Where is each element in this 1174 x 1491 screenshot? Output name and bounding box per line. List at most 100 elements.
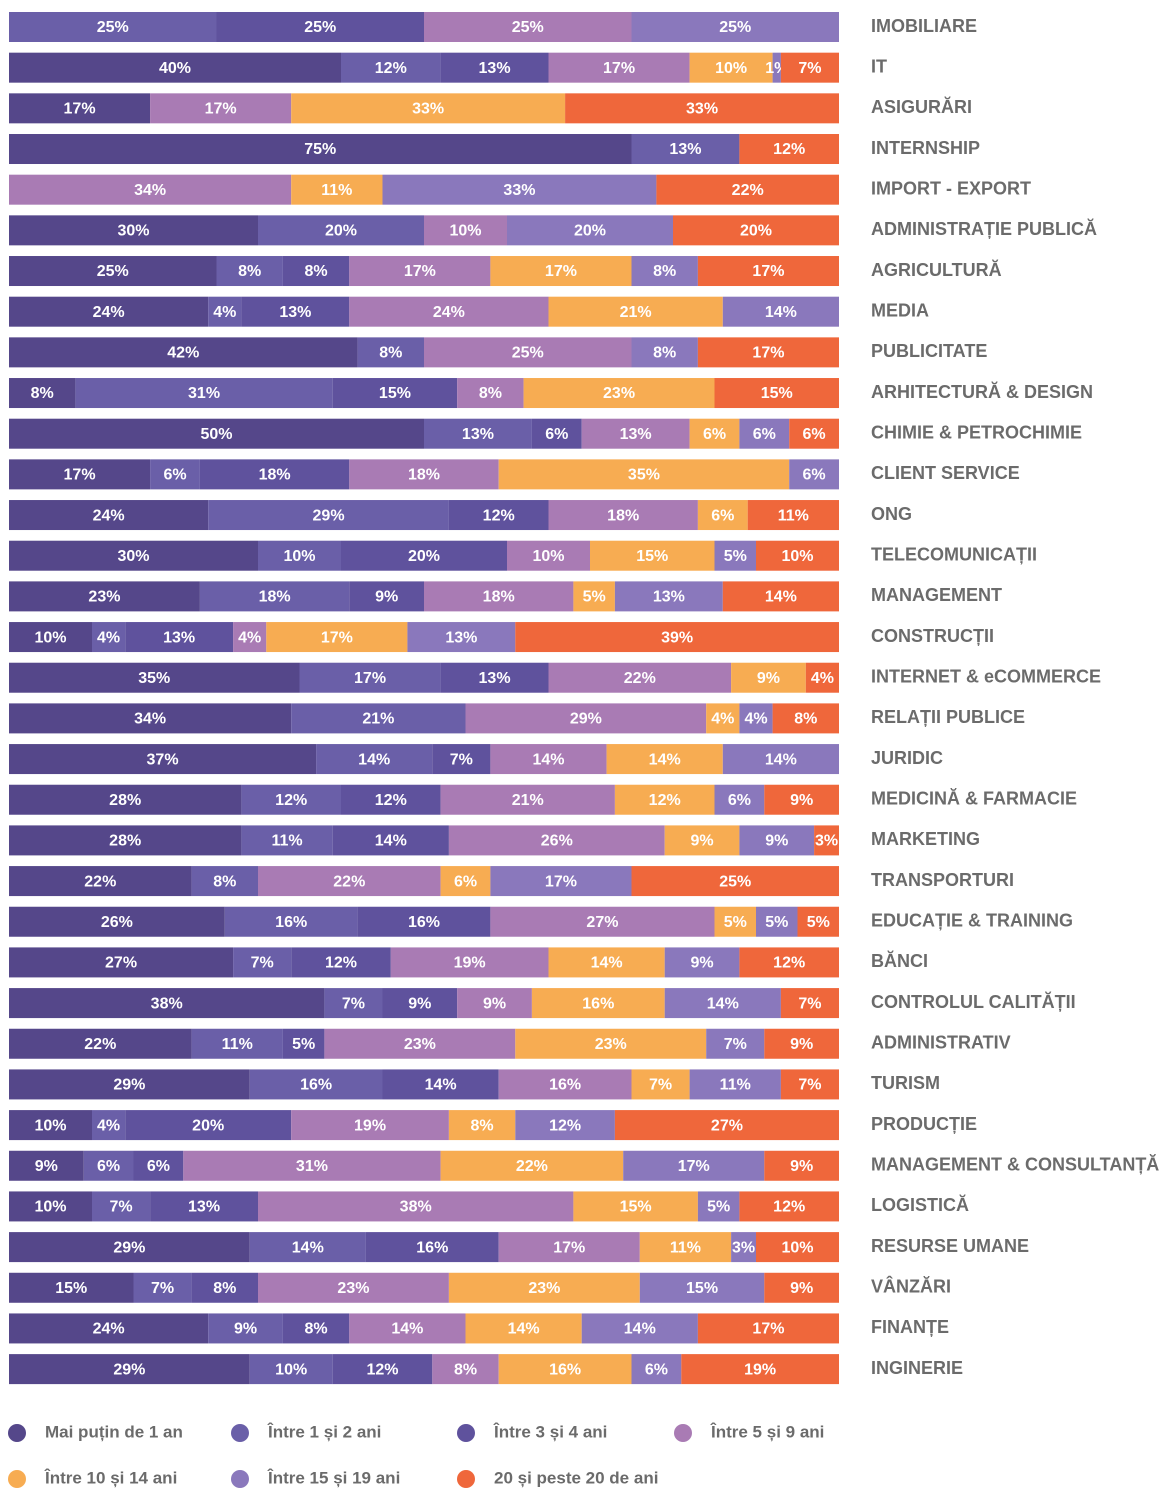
data-label: 12% — [549, 1117, 581, 1134]
data-label: 18% — [408, 467, 440, 484]
bar-segment — [789, 459, 839, 490]
data-label: 4% — [811, 670, 834, 687]
bar-segment — [424, 337, 632, 368]
bar-segment — [507, 540, 590, 571]
bar-segment — [150, 1191, 258, 1222]
data-label: 11% — [222, 1036, 253, 1053]
bar-segment — [614, 784, 715, 815]
legend-swatch — [457, 1424, 475, 1442]
bar-segment — [9, 1232, 250, 1263]
bar-segment — [756, 906, 798, 937]
data-label: 4% — [238, 629, 261, 646]
bar-segment — [424, 418, 532, 449]
legend-label: Între 10 și 14 ani — [44, 1468, 177, 1487]
data-label: 27% — [711, 1117, 743, 1134]
bar-segment — [9, 337, 358, 368]
data-label: 3% — [815, 833, 838, 850]
bar-segment — [731, 1232, 756, 1263]
bar-segment — [9, 378, 76, 409]
data-label: 39% — [661, 629, 693, 646]
bar-segment — [714, 540, 756, 571]
data-label: 22% — [624, 670, 656, 687]
data-label: 25% — [97, 19, 129, 36]
category-label: CLIENT SERVICE — [871, 463, 1020, 483]
bar-segment — [507, 215, 673, 246]
bar-segment — [191, 1272, 258, 1303]
data-label: 6% — [163, 467, 186, 484]
bar-segment — [623, 1150, 765, 1181]
category-label: PUBLICITATE — [871, 341, 987, 361]
bar-segment — [448, 500, 549, 531]
bar-segment — [241, 296, 350, 327]
bar-segment — [498, 1232, 640, 1263]
bar-segment — [9, 52, 341, 83]
data-label: 9% — [375, 589, 398, 606]
data-label: 17% — [752, 345, 784, 362]
data-label: 8% — [379, 345, 402, 362]
bar-segment — [332, 378, 458, 409]
bar-segment — [9, 784, 242, 815]
bar-segment — [191, 866, 258, 897]
bar-segment — [681, 1354, 839, 1385]
data-label: 34% — [134, 711, 166, 728]
category-label: ADMINISTRATIV — [871, 1033, 1011, 1053]
bar-segment — [9, 134, 632, 165]
data-label: 23% — [595, 1036, 627, 1053]
bar-segment — [490, 744, 607, 775]
data-label: 28% — [109, 833, 141, 850]
data-label: 29% — [113, 1239, 145, 1256]
bar-segment — [673, 215, 839, 246]
bar-segment — [722, 581, 839, 612]
data-label: 20% — [740, 223, 772, 240]
data-label: 22% — [84, 1036, 116, 1053]
category-label: TELECOMUNICAȚII — [871, 544, 1037, 564]
data-label: 13% — [163, 629, 195, 646]
data-label: 14% — [292, 1239, 324, 1256]
bar-segment — [448, 825, 665, 856]
bar-segment — [739, 947, 839, 978]
data-label: 33% — [686, 101, 718, 118]
data-label: 12% — [483, 507, 515, 524]
bar-segment — [531, 418, 582, 449]
data-label: 20% — [574, 223, 606, 240]
bar-segment — [465, 703, 707, 734]
data-label: 22% — [84, 873, 116, 890]
bar-segment — [390, 947, 549, 978]
data-label: 34% — [134, 182, 166, 199]
legend-swatch — [231, 1424, 249, 1442]
bar-segment — [199, 459, 350, 490]
data-label: 6% — [147, 1158, 170, 1175]
bar-segment — [714, 906, 756, 937]
data-label: 10% — [449, 223, 481, 240]
bar-segment — [9, 540, 258, 571]
bar-segment — [465, 1313, 582, 1344]
data-label: 17% — [404, 263, 436, 280]
bar-segment — [772, 703, 839, 734]
data-label: 19% — [354, 1117, 386, 1134]
bar-segment — [548, 662, 732, 693]
bar-segment — [9, 1028, 192, 1059]
bar-segment — [216, 12, 424, 42]
data-label: 16% — [549, 1361, 581, 1378]
bar-segment — [216, 256, 283, 287]
bar-segment — [606, 744, 723, 775]
data-label: 7% — [342, 995, 365, 1012]
category-label: MARKETING — [871, 829, 980, 849]
bar-segment — [739, 825, 815, 856]
data-label: 9% — [765, 833, 788, 850]
bar-segment — [581, 1313, 698, 1344]
data-label: 14% — [591, 955, 623, 972]
bar-segment — [498, 1354, 632, 1385]
data-label: 17% — [545, 873, 577, 890]
bar-segment — [565, 93, 839, 124]
bar-segment — [689, 1069, 781, 1100]
bar-segment — [9, 1272, 134, 1303]
data-label: 25% — [719, 873, 751, 890]
bar-segment — [241, 784, 341, 815]
data-label: 20% — [408, 548, 440, 565]
bar-segment — [424, 581, 574, 612]
category-label: INTERNSHIP — [871, 138, 980, 158]
bar-segment — [697, 1313, 839, 1344]
data-label: 9% — [790, 1280, 813, 1297]
bar-segment — [631, 337, 698, 368]
